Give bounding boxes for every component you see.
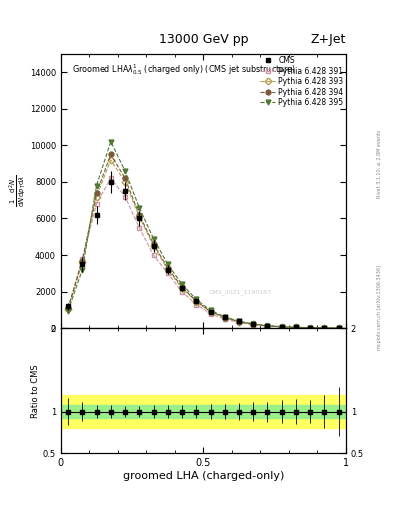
Pythia 6.428 391 (66, 305, 70, 311)
Line: Pythia 6.428 393: Pythia 6.428 393 (66, 158, 341, 331)
Y-axis label: Ratio to CMS: Ratio to CMS (31, 364, 40, 417)
Pythia 6.428 393 (80, 260, 84, 266)
Pythia 6.428 395 (279, 324, 284, 330)
Pythia 6.428 395 (180, 281, 184, 287)
Pythia 6.428 394 (265, 323, 270, 329)
Pythia 6.428 395 (322, 325, 327, 331)
Text: CMS_2021_1190187: CMS_2021_1190187 (209, 290, 272, 295)
Text: Groomed LHA$\lambda^{1}_{0.5}$ (charged only) (CMS jet substructure): Groomed LHA$\lambda^{1}_{0.5}$ (charged … (72, 62, 297, 77)
Pythia 6.428 393 (222, 315, 227, 321)
Pythia 6.428 395 (208, 307, 213, 313)
Pythia 6.428 391 (336, 325, 341, 331)
Pythia 6.428 393 (66, 306, 70, 312)
Pythia 6.428 391 (194, 302, 198, 308)
Pythia 6.428 393 (308, 325, 312, 331)
Pythia 6.428 395 (294, 324, 298, 330)
Pythia 6.428 393 (165, 267, 170, 273)
X-axis label: groomed LHA (charged-only): groomed LHA (charged-only) (123, 471, 284, 481)
Pythia 6.428 391 (308, 325, 312, 331)
Pythia 6.428 391 (180, 289, 184, 295)
Pythia 6.428 395 (151, 236, 156, 242)
Pythia 6.428 391 (123, 194, 127, 200)
Pythia 6.428 395 (308, 325, 312, 331)
Pythia 6.428 393 (208, 309, 213, 315)
Pythia 6.428 394 (208, 308, 213, 314)
Pythia 6.428 391 (294, 325, 298, 331)
Pythia 6.428 395 (165, 261, 170, 267)
Line: Pythia 6.428 394: Pythia 6.428 394 (66, 152, 341, 331)
Pythia 6.428 394 (66, 305, 70, 311)
Pythia 6.428 393 (336, 325, 341, 331)
Text: 13000 GeV pp: 13000 GeV pp (159, 33, 248, 46)
Pythia 6.428 395 (137, 204, 141, 210)
Y-axis label: $\frac{1}{\mathdefault{d}N}\frac{\mathdefault{d}^{2}N}{\mathdefault{d}p_{T}\math: $\frac{1}{\mathdefault{d}N}\frac{\mathde… (7, 175, 28, 207)
Pythia 6.428 393 (251, 321, 255, 327)
Pythia 6.428 391 (279, 324, 284, 330)
Pythia 6.428 391 (237, 319, 241, 326)
Text: mcplots.cern.ch [arXiv:1306.3436]: mcplots.cern.ch [arXiv:1306.3436] (377, 265, 382, 350)
Pythia 6.428 391 (322, 325, 327, 331)
Pythia 6.428 391 (94, 201, 99, 207)
Pythia 6.428 393 (180, 285, 184, 291)
Pythia 6.428 394 (237, 318, 241, 325)
Line: Pythia 6.428 395: Pythia 6.428 395 (66, 139, 341, 331)
Pythia 6.428 395 (80, 267, 84, 273)
Pythia 6.428 393 (108, 157, 113, 163)
Pythia 6.428 395 (222, 314, 227, 320)
Pythia 6.428 394 (294, 324, 298, 330)
Pythia 6.428 393 (151, 243, 156, 249)
Pythia 6.428 391 (222, 316, 227, 322)
Pythia 6.428 393 (265, 323, 270, 329)
Pythia 6.428 394 (194, 298, 198, 304)
Pythia 6.428 394 (322, 325, 327, 331)
Pythia 6.428 395 (66, 308, 70, 314)
Pythia 6.428 394 (151, 241, 156, 247)
Pythia 6.428 395 (251, 321, 255, 327)
Text: Rivet 3.1.10; ≥ 2.8M events: Rivet 3.1.10; ≥ 2.8M events (377, 130, 382, 198)
Pythia 6.428 391 (137, 225, 141, 231)
Pythia 6.428 395 (94, 182, 99, 188)
Legend: CMS, Pythia 6.428 391, Pythia 6.428 393, Pythia 6.428 394, Pythia 6.428 395: CMS, Pythia 6.428 391, Pythia 6.428 393,… (260, 56, 343, 107)
Pythia 6.428 391 (80, 255, 84, 262)
Pythia 6.428 394 (279, 324, 284, 330)
Pythia 6.428 393 (237, 318, 241, 325)
Pythia 6.428 394 (308, 325, 312, 331)
Pythia 6.428 393 (123, 179, 127, 185)
Pythia 6.428 394 (222, 314, 227, 321)
Pythia 6.428 391 (208, 311, 213, 317)
Pythia 6.428 394 (80, 258, 84, 264)
Pythia 6.428 395 (237, 318, 241, 324)
Pythia 6.428 395 (194, 296, 198, 303)
Text: Z+Jet: Z+Jet (310, 33, 346, 46)
Pythia 6.428 393 (279, 324, 284, 330)
Pythia 6.428 394 (336, 325, 341, 331)
Pythia 6.428 391 (265, 323, 270, 329)
Pythia 6.428 395 (123, 168, 127, 174)
Pythia 6.428 391 (151, 252, 156, 258)
Pythia 6.428 394 (123, 175, 127, 181)
Pythia 6.428 393 (94, 194, 99, 200)
Pythia 6.428 394 (137, 212, 141, 218)
Pythia 6.428 395 (336, 325, 341, 331)
Pythia 6.428 394 (251, 321, 255, 327)
Pythia 6.428 394 (180, 284, 184, 290)
Pythia 6.428 391 (251, 322, 255, 328)
Pythia 6.428 391 (108, 175, 113, 181)
Pythia 6.428 393 (322, 325, 327, 331)
Pythia 6.428 393 (294, 324, 298, 330)
Pythia 6.428 394 (165, 265, 170, 271)
Pythia 6.428 394 (108, 152, 113, 158)
Pythia 6.428 395 (265, 323, 270, 329)
Line: Pythia 6.428 391: Pythia 6.428 391 (66, 176, 341, 331)
Pythia 6.428 395 (108, 139, 113, 145)
Pythia 6.428 391 (165, 270, 170, 276)
Pythia 6.428 393 (137, 214, 141, 220)
Pythia 6.428 394 (94, 190, 99, 196)
Pythia 6.428 393 (194, 298, 198, 305)
